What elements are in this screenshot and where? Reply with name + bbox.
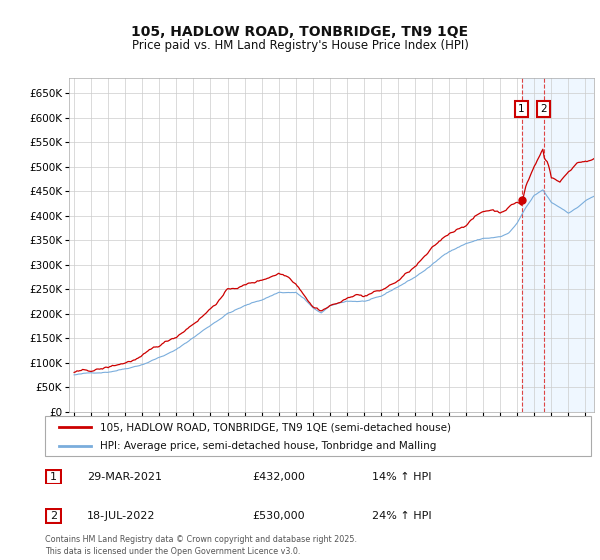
Text: 105, HADLOW ROAD, TONBRIDGE, TN9 1QE (semi-detached house): 105, HADLOW ROAD, TONBRIDGE, TN9 1QE (se…	[100, 422, 451, 432]
Text: 1: 1	[518, 104, 525, 114]
Text: Price paid vs. HM Land Registry's House Price Index (HPI): Price paid vs. HM Land Registry's House …	[131, 39, 469, 52]
Text: £432,000: £432,000	[252, 472, 305, 482]
Text: £530,000: £530,000	[252, 511, 305, 521]
Text: Contains HM Land Registry data © Crown copyright and database right 2025.
This d: Contains HM Land Registry data © Crown c…	[45, 535, 357, 556]
Text: 2: 2	[50, 511, 57, 521]
Text: 24% ↑ HPI: 24% ↑ HPI	[372, 511, 431, 521]
Bar	[521, 78, 600, 412]
Text: 1: 1	[50, 472, 57, 482]
Text: 18-JUL-2022: 18-JUL-2022	[87, 511, 155, 521]
Text: 14% ↑ HPI: 14% ↑ HPI	[372, 472, 431, 482]
Text: 2: 2	[541, 104, 547, 114]
Text: 29-MAR-2021: 29-MAR-2021	[87, 472, 162, 482]
Text: HPI: Average price, semi-detached house, Tonbridge and Malling: HPI: Average price, semi-detached house,…	[100, 441, 436, 451]
Text: 105, HADLOW ROAD, TONBRIDGE, TN9 1QE: 105, HADLOW ROAD, TONBRIDGE, TN9 1QE	[131, 25, 469, 39]
